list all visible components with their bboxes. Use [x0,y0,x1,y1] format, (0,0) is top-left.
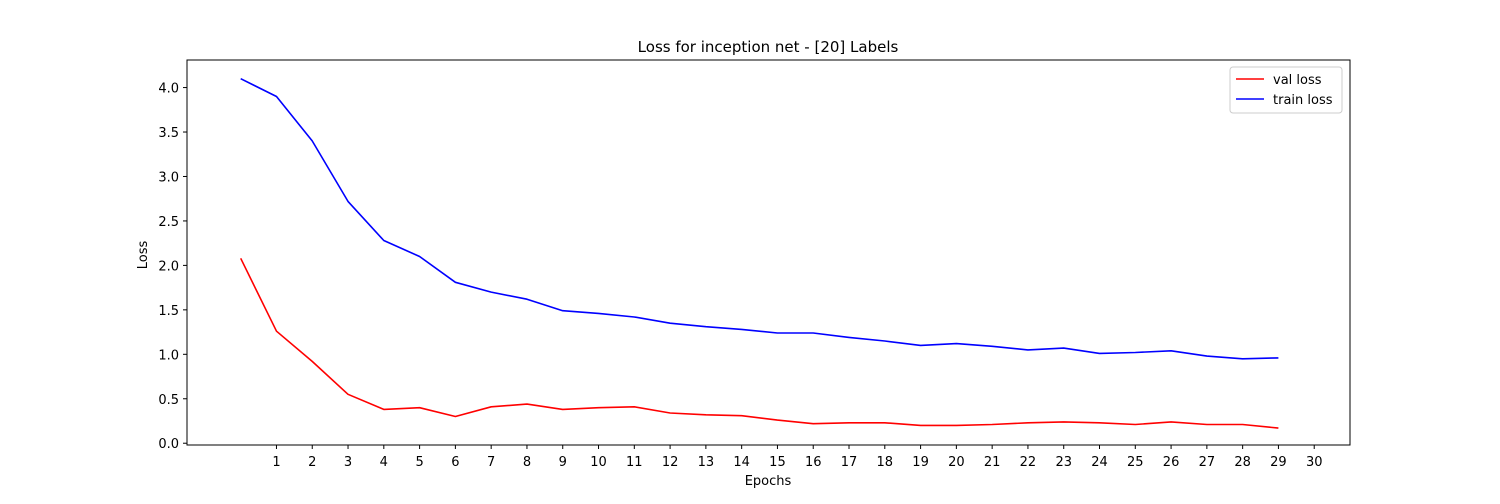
legend: val loss train loss [1229,66,1343,114]
train-loss-line [240,77,1279,360]
x-tick-label: 4 [380,455,388,470]
x-tick-label: 18 [877,455,894,470]
y-axis-label: Loss [136,241,151,270]
y-tick-label: 4.0 [158,82,179,97]
x-tick-label: 20 [948,455,965,470]
x-tick-label: 23 [1055,455,1072,470]
x-tick-label: 14 [733,455,750,470]
x-tick-label: 2 [308,455,316,470]
plot-area-frame [186,59,1351,446]
y-tick-label: 2.5 [158,215,179,230]
x-tick-label: 11 [626,455,643,470]
x-tick-label: 8 [523,455,531,470]
y-tick-label: 0.0 [158,437,179,452]
legend-label-train-loss: train loss [1273,93,1333,108]
x-tick-label: 12 [662,455,679,470]
axis-ticks: 1 2 3 4 5 6 7 8 9 10 11 12 13 14 15 16 17 18 19 20 21 22 23 24 2… [158,82,1322,470]
y-tick-label: 3.5 [158,126,179,141]
x-tick-label: 28 [1234,455,1251,470]
y-tick-label: 1.5 [158,304,179,319]
x-tick-label: 7 [487,455,495,470]
x-tick-label: 27 [1199,455,1216,470]
legend-label-val-loss: val loss [1273,73,1322,88]
x-tick-label: 6 [451,455,459,470]
x-tick-label: 5 [415,455,423,470]
x-tick-label: 13 [698,455,715,470]
y-tick-label: 0.5 [158,393,179,408]
x-tick-label: 26 [1163,455,1180,470]
series-lines [239,77,1279,429]
x-tick-label: 22 [1020,455,1037,470]
x-tick-label: 15 [769,455,786,470]
x-tick-label: 21 [984,455,1001,470]
x-tick-label: 9 [559,455,567,470]
x-tick-label: 19 [912,455,929,470]
x-tick-label: 30 [1306,455,1323,470]
x-tick-label: 29 [1270,455,1287,470]
x-tick-label: 3 [344,455,352,470]
chart-title: Loss for inception net - [20] Labels [638,38,899,56]
x-tick-label: 17 [841,455,858,470]
x-tick-label: 10 [590,455,607,470]
x-tick-label: 16 [805,455,822,470]
y-tick-label: 2.0 [158,259,179,274]
y-tick-label: 1.0 [158,348,179,363]
y-tick-label: 3.0 [158,170,179,185]
x-tick-label: 25 [1127,455,1144,470]
x-tick-label: 1 [272,455,280,470]
x-tick-label: 24 [1091,455,1108,470]
x-axis-label: Epochs [745,474,792,489]
val-loss-line [239,257,1279,429]
